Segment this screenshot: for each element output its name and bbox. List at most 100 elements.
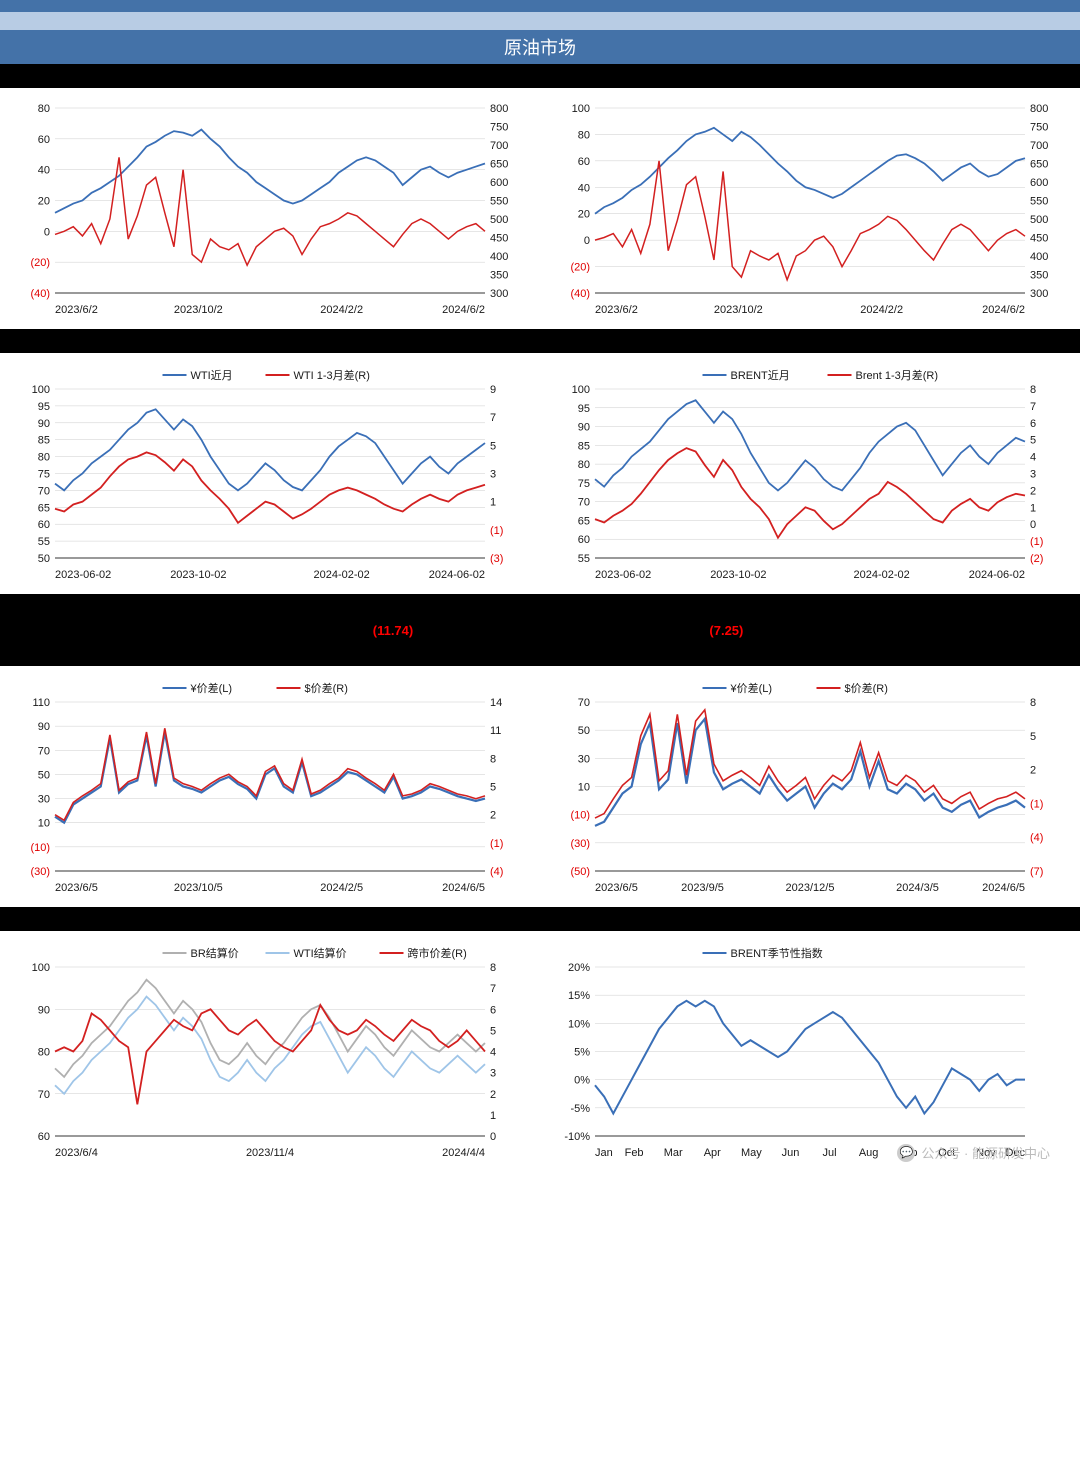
svg-text:2: 2 [490,1089,496,1101]
svg-text:$价差(R): $价差(R) [845,681,888,695]
svg-text:55: 55 [38,536,50,548]
svg-text:60: 60 [38,134,50,146]
svg-text:700: 700 [1030,140,1048,152]
svg-text:¥价差(L): ¥价差(L) [730,681,773,695]
svg-text:50: 50 [38,553,50,565]
svg-text:(40): (40) [570,288,590,300]
svg-text:9: 9 [490,384,496,396]
separator-4 [0,907,1080,931]
svg-text:2023/10/5: 2023/10/5 [174,882,223,894]
svg-text:80: 80 [578,129,590,141]
svg-text:5: 5 [490,440,496,452]
svg-text:2024/6/5: 2024/6/5 [442,882,485,894]
chart-1-cell: (40)(20)02040608030035040045050055060065… [0,88,540,329]
svg-text:95: 95 [578,403,590,415]
svg-text:400: 400 [1030,251,1048,263]
svg-text:500: 500 [490,214,508,226]
watermark-text: 公众号 · 能源研发中心 [921,1143,1050,1162]
svg-text:(4): (4) [490,866,503,878]
svg-text:100: 100 [572,103,590,115]
svg-text:4: 4 [1030,452,1036,464]
svg-text:85: 85 [38,435,50,447]
svg-text:May: May [741,1147,762,1159]
svg-text:2023-06-02: 2023-06-02 [595,569,651,581]
svg-text:10: 10 [38,818,50,830]
svg-text:2024/3/5: 2024/3/5 [896,882,939,894]
top-header-bar [0,0,1080,12]
svg-text:(30): (30) [30,866,50,878]
svg-text:750: 750 [490,122,508,134]
svg-text:4: 4 [490,1047,496,1059]
svg-text:2023/12/5: 2023/12/5 [786,882,835,894]
svg-text:6: 6 [1030,418,1036,430]
svg-text:Mar: Mar [664,1147,683,1159]
svg-text:70: 70 [578,697,590,709]
svg-text:Aug: Aug [859,1147,879,1159]
svg-text:0: 0 [44,226,50,238]
svg-text:80: 80 [38,1047,50,1059]
svg-text:10: 10 [578,782,590,794]
svg-text:0%: 0% [574,1075,590,1087]
svg-text:20%: 20% [568,962,590,974]
separator-1 [0,64,1080,88]
svg-text:550: 550 [490,196,508,208]
svg-text:2023-10-02: 2023-10-02 [170,569,226,581]
svg-text:65: 65 [38,502,50,514]
svg-text:800: 800 [490,103,508,115]
svg-text:450: 450 [490,233,508,245]
svg-text:55: 55 [578,553,590,565]
svg-text:¥价差(L): ¥价差(L) [190,681,233,695]
svg-text:300: 300 [1030,288,1048,300]
svg-text:(1): (1) [1030,798,1043,810]
svg-text:2023/9/5: 2023/9/5 [681,882,724,894]
svg-text:400: 400 [490,251,508,263]
svg-text:(1): (1) [490,525,503,537]
svg-text:2024/2/2: 2024/2/2 [860,304,903,316]
svg-text:Jun: Jun [782,1147,800,1159]
svg-text:15%: 15% [568,990,590,1002]
svg-text:450: 450 [1030,233,1048,245]
svg-text:600: 600 [1030,177,1048,189]
sub-header-bar [0,12,1080,30]
svg-text:7: 7 [490,412,496,424]
svg-text:70: 70 [38,485,50,497]
svg-text:70: 70 [578,497,590,509]
row-4: 607080901000123456782023/6/42023/11/4202… [0,931,1080,1172]
svg-text:2023/10/2: 2023/10/2 [714,304,763,316]
svg-text:800: 800 [1030,103,1048,115]
svg-text:2024/6/5: 2024/6/5 [982,882,1025,894]
svg-text:90: 90 [578,422,590,434]
svg-text:2: 2 [490,810,496,822]
svg-text:2024-06-02: 2024-06-02 [969,569,1025,581]
svg-text:2023/6/5: 2023/6/5 [595,882,638,894]
svg-text:(2): (2) [1030,553,1043,565]
svg-text:5: 5 [1030,731,1036,743]
svg-text:10%: 10% [568,1018,590,1030]
svg-text:30: 30 [578,753,590,765]
row-1: (40)(20)02040608030035040045050055060065… [0,88,1080,329]
svg-text:-10%: -10% [564,1131,590,1143]
svg-text:50: 50 [578,725,590,737]
svg-text:100: 100 [32,384,50,396]
svg-text:BRENT季节性指数: BRENT季节性指数 [731,946,823,960]
separator-3b: (11.74) (7.25) [0,618,1080,642]
svg-text:2023/10/2: 2023/10/2 [174,304,223,316]
chart-5-cell: (30)(10)1030507090110(4)(1)25811142023/6… [0,666,540,907]
svg-text:2: 2 [1030,765,1036,777]
chart-2-cell: (40)(20)02040608010030035040045050055060… [540,88,1080,329]
svg-text:50: 50 [38,769,50,781]
separator-2 [0,329,1080,353]
chart-3-cell: 50556065707580859095100(3)(1)135792023-0… [0,353,540,594]
svg-text:1: 1 [490,497,496,509]
svg-text:WTI结算价: WTI结算价 [294,946,347,960]
svg-text:100: 100 [572,384,590,396]
svg-text:Brent 1-3月差(R): Brent 1-3月差(R) [856,368,939,382]
svg-text:20: 20 [578,209,590,221]
svg-text:2024-02-02: 2024-02-02 [854,569,910,581]
svg-text:WTI近月: WTI近月 [191,369,233,382]
svg-text:(20): (20) [570,262,590,274]
watermark: 💬 公众号 · 能源研发中心 [897,1143,1050,1162]
svg-text:60: 60 [578,156,590,168]
svg-text:(1): (1) [490,838,503,850]
svg-text:2023-06-02: 2023-06-02 [55,569,111,581]
